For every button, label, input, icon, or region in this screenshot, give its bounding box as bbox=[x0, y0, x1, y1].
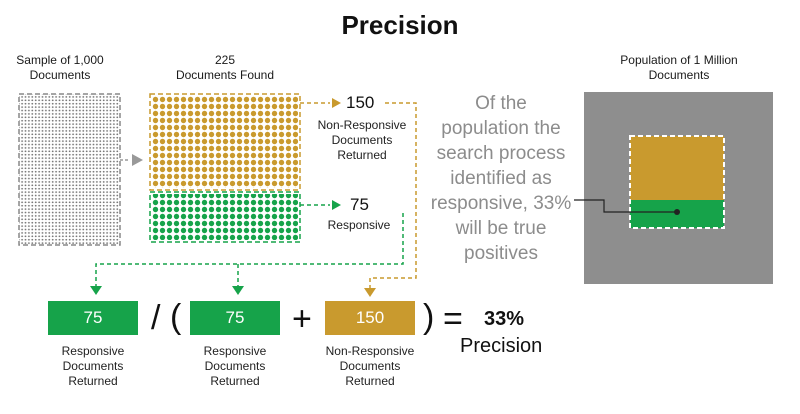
population-heading-line2: Documents bbox=[648, 68, 710, 82]
sample-to-found-arrowhead bbox=[132, 154, 143, 166]
found-heading-line2: Documents Found bbox=[175, 68, 275, 82]
explanation-leader-dot bbox=[674, 209, 680, 215]
non-responsive-box-border bbox=[149, 93, 301, 191]
non-responsive-label: Non-Responsive Documents Returned bbox=[306, 118, 418, 163]
responsive-route-arrowhead-1 bbox=[90, 286, 102, 295]
formula-divide-sign: / bbox=[151, 299, 161, 337]
formula-term2-box: 75 bbox=[190, 301, 280, 335]
non-responsive-route-arrowhead bbox=[364, 288, 376, 297]
formula-close-paren: ) bbox=[423, 298, 435, 336]
found-heading-line1: 225 bbox=[214, 53, 236, 67]
formula-term2-label: Responsive Documents Returned bbox=[180, 344, 290, 389]
explanation-line5: responsive, 33% bbox=[430, 193, 572, 214]
formula-term1-label-line1: Responsive bbox=[61, 344, 125, 358]
non-responsive-count-arrowhead bbox=[332, 98, 341, 108]
non-responsive-label-line1: Non-Responsive bbox=[317, 118, 407, 132]
non-responsive-label-line3: Returned bbox=[337, 148, 387, 162]
non-responsive-route bbox=[369, 102, 417, 288]
responsive-label: Responsive bbox=[327, 218, 391, 232]
responsive-count-arrowhead bbox=[332, 200, 341, 210]
formula-term2-label-line3: Returned bbox=[210, 374, 260, 388]
formula-equals-sign: = bbox=[443, 300, 463, 338]
responsive-route bbox=[95, 213, 404, 286]
formula-term2-label-line2: Documents bbox=[204, 359, 266, 373]
sample-dot-grid bbox=[19, 94, 120, 245]
found-heading: 225 Documents Found bbox=[150, 53, 300, 83]
explanation-line3: search process bbox=[436, 143, 566, 164]
sample-heading: Sample of 1,000 Documents bbox=[0, 53, 120, 83]
responsive-count: 75 bbox=[350, 195, 369, 214]
formula-result-label: Precision bbox=[460, 335, 543, 357]
formula-term1-box: 75 bbox=[48, 301, 138, 335]
responsive-route-arrowhead-2 bbox=[232, 286, 244, 295]
formula-term3-box: 150 bbox=[325, 301, 415, 335]
explanation-line6: will be true bbox=[455, 218, 547, 239]
non-responsive-label-line2: Documents bbox=[331, 133, 393, 147]
formula-term1-label-line2: Documents bbox=[62, 359, 124, 373]
population-heading: Population of 1 Million Documents bbox=[584, 53, 774, 83]
explanation-leader-line bbox=[574, 199, 676, 213]
explanation-text: Of the population the search process ide… bbox=[418, 91, 584, 266]
formula-term1-label-line3: Returned bbox=[68, 374, 118, 388]
sample-heading-line2: Documents bbox=[29, 68, 91, 82]
responsive-dot-grid bbox=[152, 194, 298, 240]
formula-open-paren: ( bbox=[170, 298, 182, 336]
sample-heading-line1: Sample of 1,000 bbox=[16, 53, 104, 67]
explanation-line1: Of the bbox=[475, 93, 527, 114]
non-responsive-count: 150 bbox=[346, 93, 375, 112]
responsive-box-border bbox=[149, 191, 301, 243]
sample-box-border bbox=[18, 93, 121, 246]
page-title: Precision bbox=[341, 10, 459, 40]
formula-plus-sign: + bbox=[292, 300, 312, 338]
population-sample-border bbox=[629, 135, 725, 229]
formula-term3-label-line2: Documents bbox=[339, 359, 401, 373]
formula-term1-label: Responsive Documents Returned bbox=[38, 344, 148, 389]
formula-term3-label-line1: Non-Responsive bbox=[325, 344, 415, 358]
explanation-line2: population the bbox=[441, 118, 561, 139]
formula-term3-label: Non-Responsive Documents Returned bbox=[310, 344, 430, 389]
formula-result: 33% bbox=[484, 308, 525, 330]
population-heading-line1: Population of 1 Million bbox=[620, 53, 738, 67]
population-non-responsive-area bbox=[630, 136, 724, 200]
formula-term3-label-line3: Returned bbox=[345, 374, 395, 388]
formula-term2-label-line1: Responsive bbox=[203, 344, 267, 358]
non-responsive-dot-grid bbox=[152, 96, 298, 188]
explanation-line7: positives bbox=[464, 243, 538, 264]
explanation-line4: identified as bbox=[450, 168, 552, 189]
